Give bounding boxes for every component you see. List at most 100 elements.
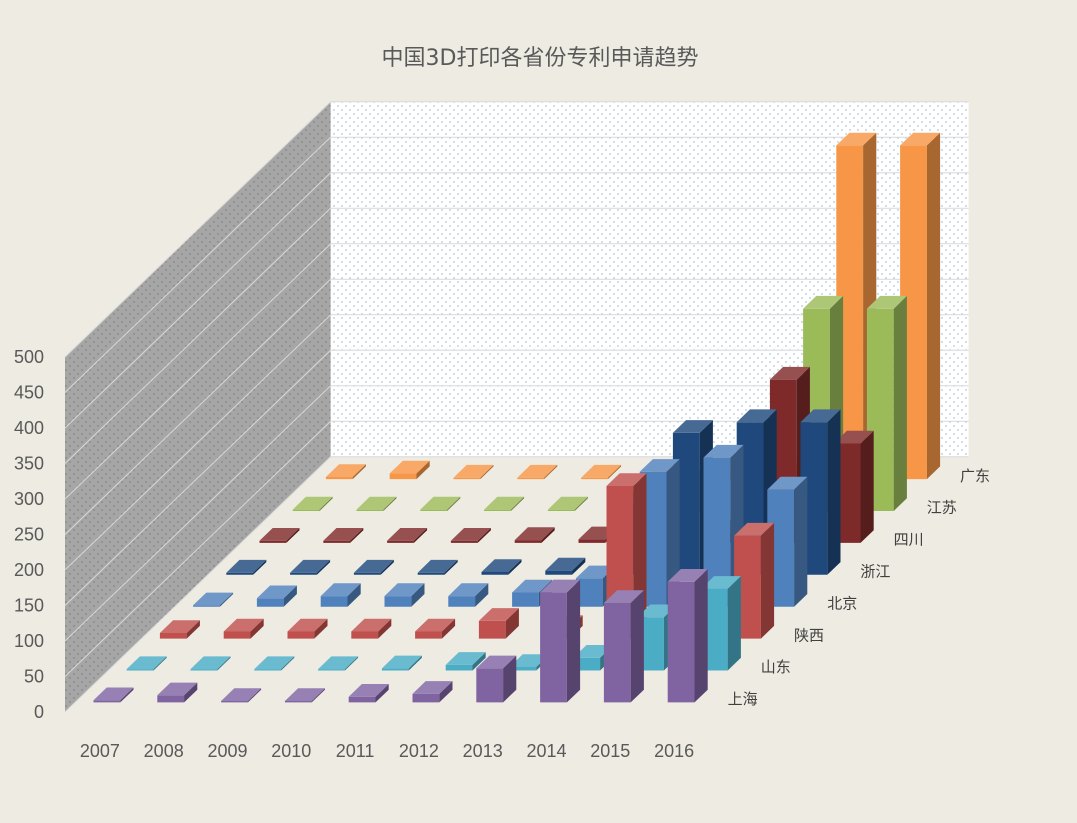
x-tick-label: 2012 <box>399 741 439 761</box>
bar-side <box>413 528 428 543</box>
bar-side <box>480 464 494 480</box>
x-tick-label: 2015 <box>590 741 630 761</box>
bar-top <box>836 132 877 146</box>
bar-top <box>767 476 808 490</box>
bar-front <box>290 572 317 575</box>
bar-front <box>221 701 248 703</box>
bar-top <box>223 618 264 632</box>
bar <box>412 681 453 703</box>
bar <box>290 559 331 575</box>
bar-front <box>603 603 631 703</box>
bar-top <box>356 496 397 510</box>
bar-side <box>893 295 907 511</box>
y-tick-label: 50 <box>24 667 44 687</box>
bar <box>159 620 200 639</box>
bar-side <box>607 464 622 480</box>
bar-top <box>417 559 458 573</box>
bar-top <box>384 583 425 597</box>
bar-front <box>318 669 345 671</box>
gridline <box>64 314 969 571</box>
bar-top <box>667 569 708 582</box>
bar <box>351 618 392 639</box>
bar-front <box>415 631 442 639</box>
bar-front <box>223 631 251 639</box>
bar-top <box>545 557 586 571</box>
bar <box>348 684 389 703</box>
bar <box>384 583 425 607</box>
bar-front <box>284 701 312 703</box>
gridline <box>64 278 969 535</box>
series-label: 山东 <box>761 658 791 676</box>
bar-side <box>380 559 394 575</box>
y-tick-label: 450 <box>14 383 44 403</box>
bar-front <box>387 540 414 543</box>
bar-top <box>348 684 389 697</box>
bar-top <box>481 559 522 572</box>
bar <box>325 464 366 480</box>
bar <box>157 682 198 703</box>
bar-side <box>541 527 555 543</box>
bar <box>420 496 461 511</box>
bar <box>445 652 486 671</box>
series-label: 陕西 <box>794 626 824 644</box>
bar-side <box>184 682 198 703</box>
bar <box>259 528 300 543</box>
bar-front <box>581 477 608 480</box>
chart-title: 中国3D打印各省份专利申请趋势 <box>382 46 699 71</box>
bar-side <box>760 522 775 639</box>
bar-top <box>833 430 874 444</box>
bar-side <box>350 528 364 543</box>
bar-side <box>926 132 941 480</box>
bar-front <box>417 572 445 575</box>
bar-front <box>578 539 606 543</box>
bar <box>450 528 491 543</box>
bar-front <box>157 695 185 703</box>
bar-top <box>803 295 844 309</box>
bar <box>481 559 522 575</box>
bar-side <box>477 528 491 543</box>
bar-top <box>448 583 489 597</box>
bar <box>547 496 588 511</box>
bar-top <box>866 295 907 309</box>
bar-front <box>351 631 379 639</box>
bar-front <box>478 620 506 639</box>
bar <box>381 655 422 671</box>
bar-front <box>545 570 573 575</box>
bar-side <box>572 557 586 575</box>
bar-top <box>292 496 333 510</box>
y-tick-label: 250 <box>14 525 44 545</box>
bar <box>256 585 297 607</box>
bar-side <box>475 583 489 607</box>
bar-side <box>344 656 359 671</box>
bar-front <box>323 540 351 543</box>
bar-front <box>320 596 348 607</box>
bar-side <box>250 618 264 639</box>
bar <box>254 656 295 671</box>
bar <box>453 464 494 480</box>
bar-side <box>439 681 453 703</box>
bar-top <box>193 592 234 606</box>
y-tick-label: 150 <box>14 596 44 616</box>
bar-front <box>93 700 121 703</box>
bar-front <box>384 596 412 607</box>
bar-top <box>800 409 841 423</box>
bar-front <box>517 477 545 480</box>
bar-front <box>292 509 320 511</box>
bar-top <box>445 652 486 665</box>
bar-side <box>827 409 841 575</box>
bar-top <box>254 656 295 670</box>
bar <box>417 559 458 575</box>
bar-front <box>540 592 567 703</box>
bar-top <box>93 687 134 701</box>
bar-top <box>453 464 494 478</box>
bar-top <box>389 460 430 474</box>
bar-side <box>314 618 328 639</box>
bar-side <box>319 496 333 511</box>
series-label: 浙江 <box>860 563 890 581</box>
bar <box>193 592 234 607</box>
bar <box>476 655 517 703</box>
bar-side <box>860 430 874 543</box>
bar <box>323 528 364 543</box>
bar-front <box>512 592 539 607</box>
